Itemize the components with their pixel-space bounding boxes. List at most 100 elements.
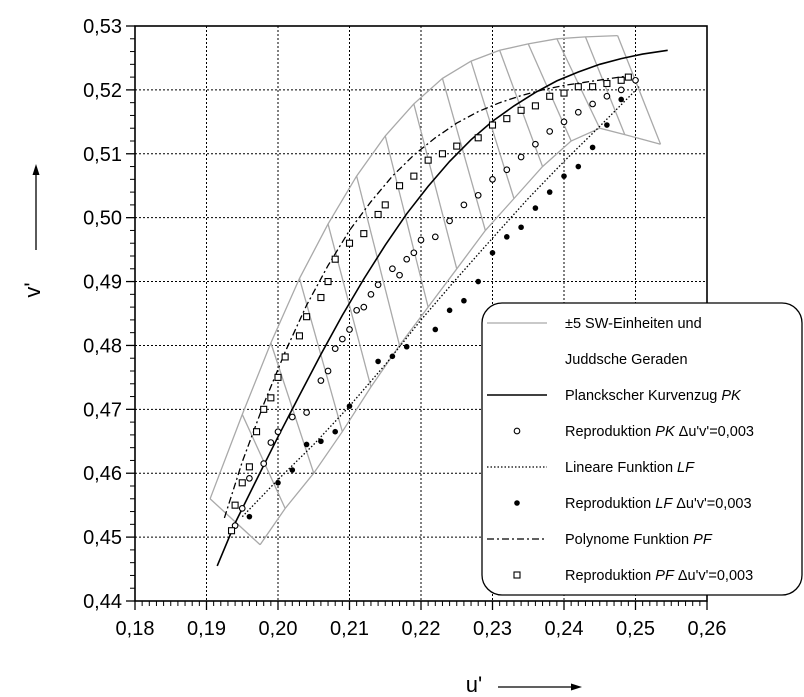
data-point	[575, 163, 582, 170]
data-point	[617, 76, 625, 84]
judd-line	[470, 60, 515, 199]
judd-line	[441, 78, 486, 231]
data-point	[518, 224, 524, 231]
legend-symbol	[513, 571, 521, 579]
data-point	[488, 121, 497, 129]
data-point	[574, 108, 582, 116]
data-point	[381, 201, 389, 209]
y-tick-label: 0,44	[83, 591, 122, 613]
y-axis-label: v'	[20, 282, 45, 297]
data-point	[345, 239, 354, 247]
data-point	[460, 201, 468, 209]
data-point	[632, 76, 639, 84]
data-point	[461, 297, 467, 304]
y-tick-label: 0,48	[83, 335, 122, 357]
tick-labels: 0,18 0,19 0,20 0,21 0,22 0,23 0,24 0,25 0,26 0,44…	[83, 16, 726, 640]
data-point	[360, 303, 368, 311]
data-point	[489, 175, 496, 183]
data-point	[396, 271, 403, 279]
data-point	[403, 255, 411, 263]
data-point	[231, 522, 239, 529]
data-point	[260, 405, 268, 413]
legend-label: Reproduktion PF Δu'v'=0,003	[565, 568, 753, 584]
legend-item: Reproduktion LF Δu'v'=0,003	[514, 496, 752, 512]
data-point	[432, 326, 439, 333]
judd-line	[327, 223, 372, 388]
data-point	[531, 102, 539, 110]
data-point	[274, 373, 282, 381]
series-line	[216, 49, 668, 567]
legend-label: Polynome Funktion PF	[565, 532, 713, 548]
data-point	[375, 358, 381, 365]
data-point	[424, 156, 432, 164]
data-point	[275, 480, 281, 486]
data-point	[318, 438, 324, 445]
data-point	[410, 172, 418, 180]
legend-label: Reproduktion LF Δu'v'=0,003	[565, 496, 752, 512]
legend-item: Lineare Funktion LF	[487, 460, 695, 476]
data-point	[503, 166, 511, 174]
data-point	[474, 134, 482, 142]
data-point	[367, 290, 375, 298]
legend-item: Planckscher Kurvenzug PK	[487, 388, 742, 404]
judd-line	[384, 135, 429, 308]
data-point	[260, 460, 268, 467]
x-tick-label: 0,18	[116, 618, 155, 640]
data-point	[295, 332, 304, 340]
judd-line	[617, 35, 662, 145]
data-point	[617, 86, 625, 94]
data-point	[331, 345, 339, 352]
data-point	[489, 250, 496, 256]
data-point	[238, 479, 246, 487]
data-point	[446, 217, 453, 225]
data-point	[532, 205, 539, 211]
legend-label: Lineare Funktion LF	[565, 460, 695, 476]
legend-item: Reproduktion PK Δu'v'=0,003	[513, 424, 754, 440]
legend-symbol	[514, 500, 520, 506]
data-point	[504, 234, 510, 240]
data-point	[353, 306, 361, 314]
data-point	[546, 92, 554, 100]
legend-item: ±5 SW-Einheiten und	[487, 316, 702, 332]
y-tick-label: 0,46	[83, 463, 122, 485]
data-point	[403, 343, 410, 350]
x-tick-label: 0,19	[187, 618, 226, 640]
data-point	[503, 115, 511, 123]
data-point	[245, 463, 253, 471]
data-point	[389, 265, 396, 273]
data-point	[324, 367, 332, 375]
data-point	[374, 210, 382, 219]
data-point	[604, 122, 610, 128]
legend-item: Reproduktion PF Δu'v'=0,003	[513, 568, 753, 584]
data-point	[560, 89, 568, 97]
y-tick-label: 0,53	[83, 16, 122, 38]
band-upper	[209, 34, 618, 500]
data-point	[431, 233, 439, 241]
data-point	[289, 467, 296, 473]
data-point	[532, 140, 539, 148]
y-tick-label: 0,51	[83, 144, 122, 166]
data-point	[267, 394, 275, 402]
data-point	[281, 353, 289, 361]
data-point	[288, 413, 296, 421]
data-point	[274, 428, 282, 436]
legend: ±5 SW-Einheiten und Juddsche Geraden Planc…	[481, 302, 803, 596]
x-axis-label: u'	[466, 672, 482, 697]
data-point	[317, 377, 325, 384]
legend-symbol	[513, 427, 521, 435]
data-point	[618, 96, 624, 103]
y-tick-label: 0,52	[83, 80, 122, 102]
data-point	[603, 92, 611, 100]
x-tick-label: 0,24	[545, 618, 584, 640]
data-point	[546, 189, 553, 195]
data-point	[360, 230, 368, 238]
data-point	[453, 142, 461, 150]
data-point	[238, 505, 246, 512]
axis-labels: v' u'	[20, 164, 582, 697]
data-point	[339, 335, 346, 343]
x-axis-arrow	[498, 683, 582, 691]
y-tick-label: 0,49	[83, 272, 122, 294]
data-point	[589, 83, 597, 91]
legend-label: Juddsche Geraden	[565, 352, 688, 368]
data-point	[267, 439, 275, 446]
